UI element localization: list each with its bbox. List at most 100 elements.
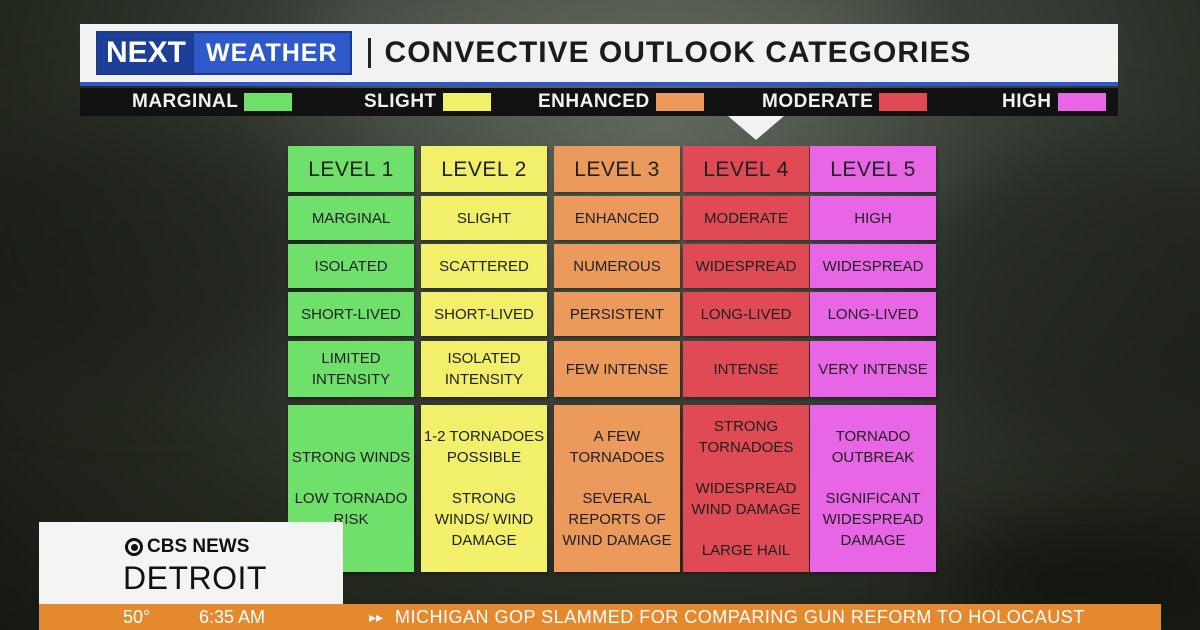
- cell-text: A FEW: [593, 428, 641, 445]
- ticker-temperature: 50°: [123, 606, 151, 627]
- level-header: LEVEL 4: [683, 146, 809, 192]
- cell-text: ISOLATED: [447, 350, 521, 367]
- cell-text: ISOLATED: [314, 257, 388, 275]
- legend-label: HIGH: [1002, 91, 1052, 112]
- cell-text: WIDESPREAD: [695, 257, 797, 275]
- level-header: LEVEL 5: [810, 146, 936, 192]
- cell-text: TORNADOES: [569, 449, 665, 466]
- cell-text: SIGNIFICANT: [825, 490, 921, 507]
- cell-text: WIDESPREAD: [822, 257, 924, 275]
- coverage-cell: SCATTERED: [421, 244, 547, 288]
- cell-text: LEVEL 1: [308, 157, 394, 181]
- legend-label: ENHANCED: [538, 91, 650, 112]
- logo-weather-text: WEATHER: [194, 33, 350, 73]
- ticker-arrow-icon: ▸▸: [369, 608, 384, 625]
- station-bug: CBS NEWS DETROIT: [39, 522, 343, 604]
- cell-text: REPORTS OF: [568, 511, 666, 528]
- cell-text: LIMITED: [321, 350, 381, 367]
- cell-text: TORNADOES: [698, 439, 794, 456]
- legend-swatch: [655, 93, 704, 111]
- coverage-cell: NUMEROUS: [554, 244, 680, 288]
- cell-text: LONG-LIVED: [827, 305, 919, 323]
- cell-text: VERY INTENSE: [818, 360, 928, 378]
- duration-cell: LONG-LIVED: [810, 292, 936, 336]
- category-cell: ENHANCED: [554, 196, 680, 240]
- cell-text: TORNADO: [835, 428, 911, 445]
- level-column: LEVEL 1 MARGINAL ISOLATED SHORT-LIVED LIMITE…: [288, 146, 414, 574]
- cell-text: LOW TORNADO: [294, 490, 408, 507]
- cell-text: WIND DAMAGE: [691, 501, 801, 518]
- cell-text: SEVERAL: [582, 490, 652, 507]
- cell-text: POSSIBLE: [446, 449, 522, 466]
- cell-text: WINDS/ WIND: [434, 511, 534, 528]
- cell-text: PERSISTENT: [569, 305, 665, 323]
- category-cell: SLIGHT: [421, 196, 547, 240]
- cell-text: LONG-LIVED: [700, 305, 792, 323]
- cell-text: OUTBREAK: [831, 449, 915, 466]
- level-column: LEVEL 5 HIGH WIDESPREAD LONG-LIVED VERY INTE…: [810, 146, 936, 574]
- news-ticker: 50° 6:35 AM ▸▸ MICHIGAN GOP SLAMMED FOR …: [39, 604, 1161, 630]
- legend-swatch: [244, 93, 293, 111]
- network-name: CBS NEWS: [147, 536, 250, 557]
- cell-text: DAMAGE: [840, 532, 906, 549]
- intensity-cell: INTENSE: [683, 341, 809, 397]
- coverage-cell: ISOLATED: [288, 244, 414, 288]
- hazards-cell: TORNADO OUTBREAK SIGNIFICANT WIDESPREAD DAMA…: [810, 405, 936, 572]
- level-column: LEVEL 4 MODERATE WIDESPREAD LONG-LIVED INTEN…: [683, 146, 809, 574]
- cell-text: SHORT-LIVED: [301, 305, 401, 323]
- cell-text: LEVEL 2: [441, 157, 527, 181]
- cell-text: WIDESPREAD: [822, 511, 924, 528]
- duration-cell: SHORT-LIVED: [288, 292, 414, 336]
- cbs-news-logo: CBS NEWS: [125, 536, 249, 558]
- cell-text: LEVEL 3: [574, 157, 660, 181]
- cell-text: STRONG: [451, 490, 517, 507]
- legend-bar: MARGINAL SLIGHT ENHANCED MODERATE HIGH: [80, 88, 1118, 116]
- legend-item-enhanced: ENHANCED: [538, 88, 704, 116]
- title-divider: [367, 38, 371, 68]
- level-header: LEVEL 1: [288, 146, 414, 192]
- cell-text: DAMAGE: [451, 532, 517, 549]
- cell-text: STRONG: [713, 418, 779, 435]
- intensity-cell: ISOLATED INTENSITY: [421, 341, 547, 397]
- hazards-cell: STRONG TORNADOES WIDESPREAD WIND DAMAGE LARG…: [683, 405, 809, 572]
- cell-text: NUMEROUS: [573, 257, 661, 275]
- legend-swatch: [442, 93, 491, 111]
- intensity-cell: FEW INTENSE: [554, 341, 680, 397]
- cell-text: 1-2 TORNADOES: [423, 428, 545, 445]
- cell-text: LEVEL 4: [703, 157, 789, 181]
- outlook-grid: LEVEL 1 MARGINAL ISOLATED SHORT-LIVED LIMITE…: [288, 146, 938, 574]
- cell-text: MARGINAL: [311, 209, 391, 227]
- cell-text: INTENSE: [713, 360, 779, 378]
- cell-text: FEW INTENSE: [565, 360, 669, 378]
- title-underline: [80, 82, 1118, 86]
- legend-swatch: [1057, 93, 1106, 111]
- ticker-headline: MICHIGAN GOP SLAMMED FOR COMPARING GUN R…: [395, 606, 1085, 627]
- level-column: LEVEL 3 ENHANCED NUMEROUS PERSISTENT FEW INT…: [554, 146, 680, 574]
- intensity-cell: VERY INTENSE: [810, 341, 936, 397]
- title-bar: NEXT WEATHER CONVECTIVE OUTLOOK CATEGORI…: [80, 24, 1118, 82]
- cell-text: ENHANCED: [574, 209, 660, 227]
- cbs-eye-icon: [125, 538, 143, 556]
- ticker-time: 6:35 AM: [199, 606, 266, 627]
- level-header: LEVEL 2: [421, 146, 547, 192]
- station-city: DETROIT: [123, 560, 267, 596]
- cell-text: SHORT-LIVED: [434, 305, 534, 323]
- moderate-pointer-icon: [728, 116, 784, 140]
- page-title: CONVECTIVE OUTLOOK CATEGORIES: [384, 36, 972, 69]
- legend-item-slight: SLIGHT: [364, 88, 491, 116]
- cell-text: WIDESPREAD: [695, 480, 797, 497]
- duration-cell: LONG-LIVED: [683, 292, 809, 336]
- level-header: LEVEL 3: [554, 146, 680, 192]
- cell-text: INTENSITY: [444, 371, 524, 388]
- legend-item-high: HIGH: [1002, 88, 1106, 116]
- legend-label: MODERATE: [762, 91, 874, 112]
- logo-next-text: NEXT: [98, 33, 195, 73]
- hazards-cell: 1-2 TORNADOES POSSIBLE STRONG WINDS/ WIND DA…: [421, 405, 547, 572]
- category-cell: MARGINAL: [288, 196, 414, 240]
- category-cell: HIGH: [810, 196, 936, 240]
- cell-text: LARGE HAIL: [701, 542, 791, 559]
- cell-text: SLIGHT: [456, 209, 512, 227]
- legend-item-moderate: MODERATE: [762, 88, 928, 116]
- duration-cell: SHORT-LIVED: [421, 292, 547, 336]
- legend-label: SLIGHT: [364, 91, 437, 112]
